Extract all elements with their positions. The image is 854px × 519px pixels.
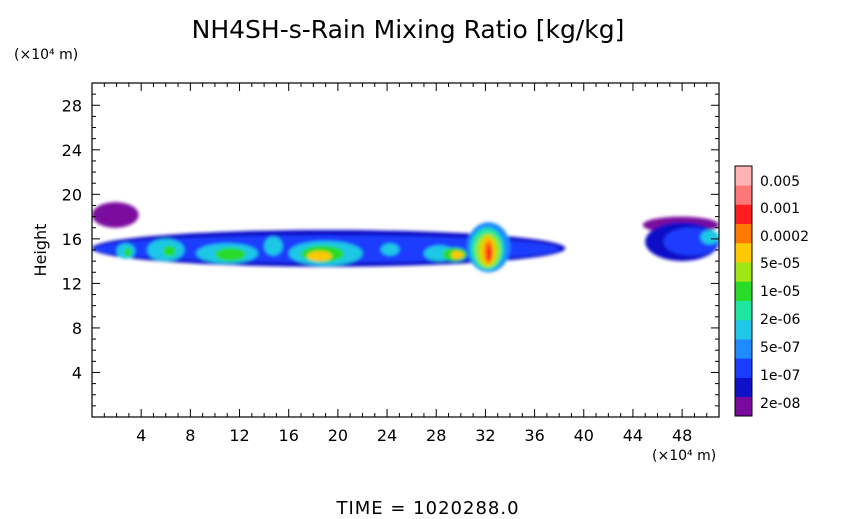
field-region-13 [214,247,246,262]
y-tick-label: 8 [72,319,82,338]
colorbar-swatch [735,358,752,378]
x-axis: 4 8 12 16 20 24 28 32 36 40 44 48 [103,83,708,445]
colorbar-label: 5e-07 [760,340,800,356]
field-region-8 [380,243,400,256]
y-tick-label: 24 [62,141,82,160]
time-stamp: TIME = 1020288.0 [335,498,519,519]
x-tick-label: 32 [475,426,495,445]
colorbar-swatch [735,300,752,321]
colorbar-label: 2e-06 [760,312,800,328]
y-tick-label: 20 [62,185,82,204]
field-region-0 [92,202,139,228]
colorbar-swatch [735,319,752,340]
field-region-15 [307,251,332,262]
x-tick-label: 48 [672,426,692,445]
colorbar-swatch [735,204,752,224]
chart-title: NH4SH-s-Rain Mixing Ratio [kg/kg] [192,15,625,44]
field-region-22 [486,245,492,262]
colorbar-swatch [735,242,752,263]
y-axis: 4 8 12 16 20 24 28 [62,93,719,407]
x-tick-label: 4 [136,426,146,445]
y-tick-label: 16 [62,230,82,249]
y-axis-unit: (×10⁴ m) [14,47,78,63]
colorbar-swatch [735,396,752,417]
colorbar-label: 0.005 [760,174,800,190]
y-tick-label: 12 [62,274,82,293]
colorbar-swatch [735,262,752,282]
y-axis-label: Height [31,224,50,277]
field-region-12 [163,245,176,257]
x-tick-label: 44 [623,426,643,445]
field-region-17 [450,251,464,259]
field-region-26 [700,229,719,245]
x-tick-label: 20 [328,426,348,445]
x-axis-unit: (×10⁴ m) [652,448,716,464]
x-tick-label: 8 [185,426,195,445]
x-tick-label: 40 [574,426,594,445]
colorbar-swatch [735,185,752,205]
x-tick-label: 24 [377,426,397,445]
colorbar-label: 5e-05 [760,256,800,272]
x-tick-label: 12 [229,426,249,445]
colorbar-label: 1e-05 [760,284,800,300]
colorbar-swatch [735,281,752,301]
colorbar-label: 1e-07 [760,368,800,384]
colorbar-swatch [735,339,752,359]
y-tick-label: 28 [62,96,82,115]
colorbar-swatch [735,377,752,398]
x-tick-label: 28 [426,426,446,445]
field-region-6 [264,236,283,256]
field-region-11 [123,247,132,257]
colorbar-label: 2e-08 [760,396,800,412]
colorbar-swatch [735,166,752,186]
colorbar-frame [734,165,753,417]
colorbar-swatch [735,223,752,244]
y-tick-label: 4 [72,363,82,382]
field-regions [92,202,719,273]
x-tick-label: 16 [279,426,299,445]
colorbar-label: 0.0002 [760,229,809,245]
colorbar-label: 0.001 [760,201,800,217]
x-tick-label: 36 [524,426,544,445]
colorbar: 0.005 0.001 0.0002 5e-05 1e-05 2e-06 5e-07 1e-0… [734,165,809,417]
